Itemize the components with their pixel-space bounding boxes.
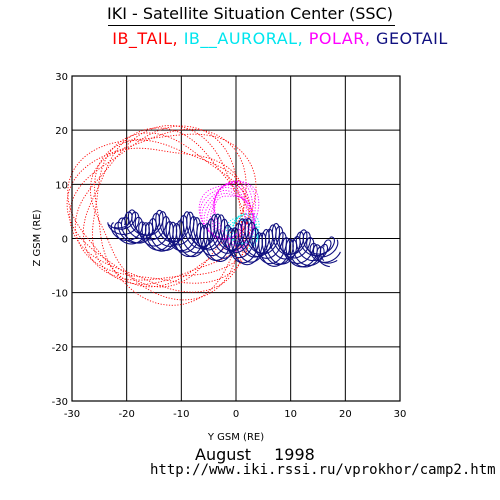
legend-ib-auroral: IB__AURORAL, bbox=[183, 29, 304, 48]
axis-ticks: -30 -20 -10 0 10 20 30 -30 -20 -10 0 10 20 30 bbox=[52, 72, 407, 420]
orbit-traces bbox=[66, 125, 341, 306]
orbit-trace bbox=[229, 213, 259, 244]
y-tick-label: 0 bbox=[62, 235, 68, 246]
orbit-trace bbox=[94, 139, 251, 288]
x-axis-label: Y GSM (RE) bbox=[207, 432, 264, 443]
x-tick-label: -20 bbox=[118, 409, 134, 420]
x-tick-label: -30 bbox=[64, 409, 80, 420]
x-tick-label: 10 bbox=[284, 409, 297, 420]
chart-title: IKI - Satellite Situation Center (SSC) bbox=[107, 4, 393, 23]
series-geotail bbox=[107, 209, 341, 268]
orbit-trace bbox=[107, 209, 332, 264]
orbit-trace bbox=[201, 180, 255, 247]
title-underline bbox=[108, 25, 395, 26]
y-tick-label: 30 bbox=[55, 72, 68, 83]
grid-lines bbox=[72, 76, 400, 401]
y-axis-label: Z GSM (RE) bbox=[32, 209, 43, 266]
orbit-trace bbox=[74, 125, 250, 284]
orbit-trace bbox=[113, 211, 330, 268]
series-ib-tail bbox=[66, 125, 257, 306]
orbit-trace bbox=[198, 181, 260, 253]
date-label: August 1998 bbox=[195, 445, 315, 464]
y-tick-label: 20 bbox=[55, 126, 68, 137]
legend: IB_TAIL, IB__AURORAL, POLAR, GEOTAIL bbox=[30, 29, 500, 48]
y-tick-label: 10 bbox=[55, 180, 68, 191]
orbit-trace bbox=[110, 211, 335, 266]
plot-frame bbox=[71, 75, 401, 402]
orbit-trace bbox=[92, 132, 253, 285]
orbit-trace bbox=[66, 128, 247, 301]
legend-ib-tail: IB_TAIL, bbox=[112, 29, 179, 48]
orbit-trace bbox=[82, 127, 253, 281]
orbit-trace bbox=[107, 209, 329, 262]
orbit-trace bbox=[203, 181, 255, 243]
legend-geotail: GEOTAIL bbox=[376, 29, 448, 48]
y-tick-label: -30 bbox=[52, 397, 68, 408]
orbit-trace bbox=[226, 213, 260, 250]
orbit-trace bbox=[69, 125, 245, 293]
y-tick-label: -20 bbox=[52, 343, 68, 354]
x-tick-label: 0 bbox=[233, 409, 239, 420]
orbit-trace bbox=[120, 214, 338, 268]
source-url: http://www.iki.rssi.ru/vprokhor/camp2.ht… bbox=[150, 462, 496, 478]
x-tick-label: 20 bbox=[339, 409, 352, 420]
x-tick-label: 30 bbox=[394, 409, 407, 420]
legend-polar: POLAR, bbox=[308, 29, 371, 48]
y-tick-label: -10 bbox=[52, 289, 68, 300]
x-tick-label: -10 bbox=[173, 409, 189, 420]
orbit-trace bbox=[209, 184, 255, 240]
